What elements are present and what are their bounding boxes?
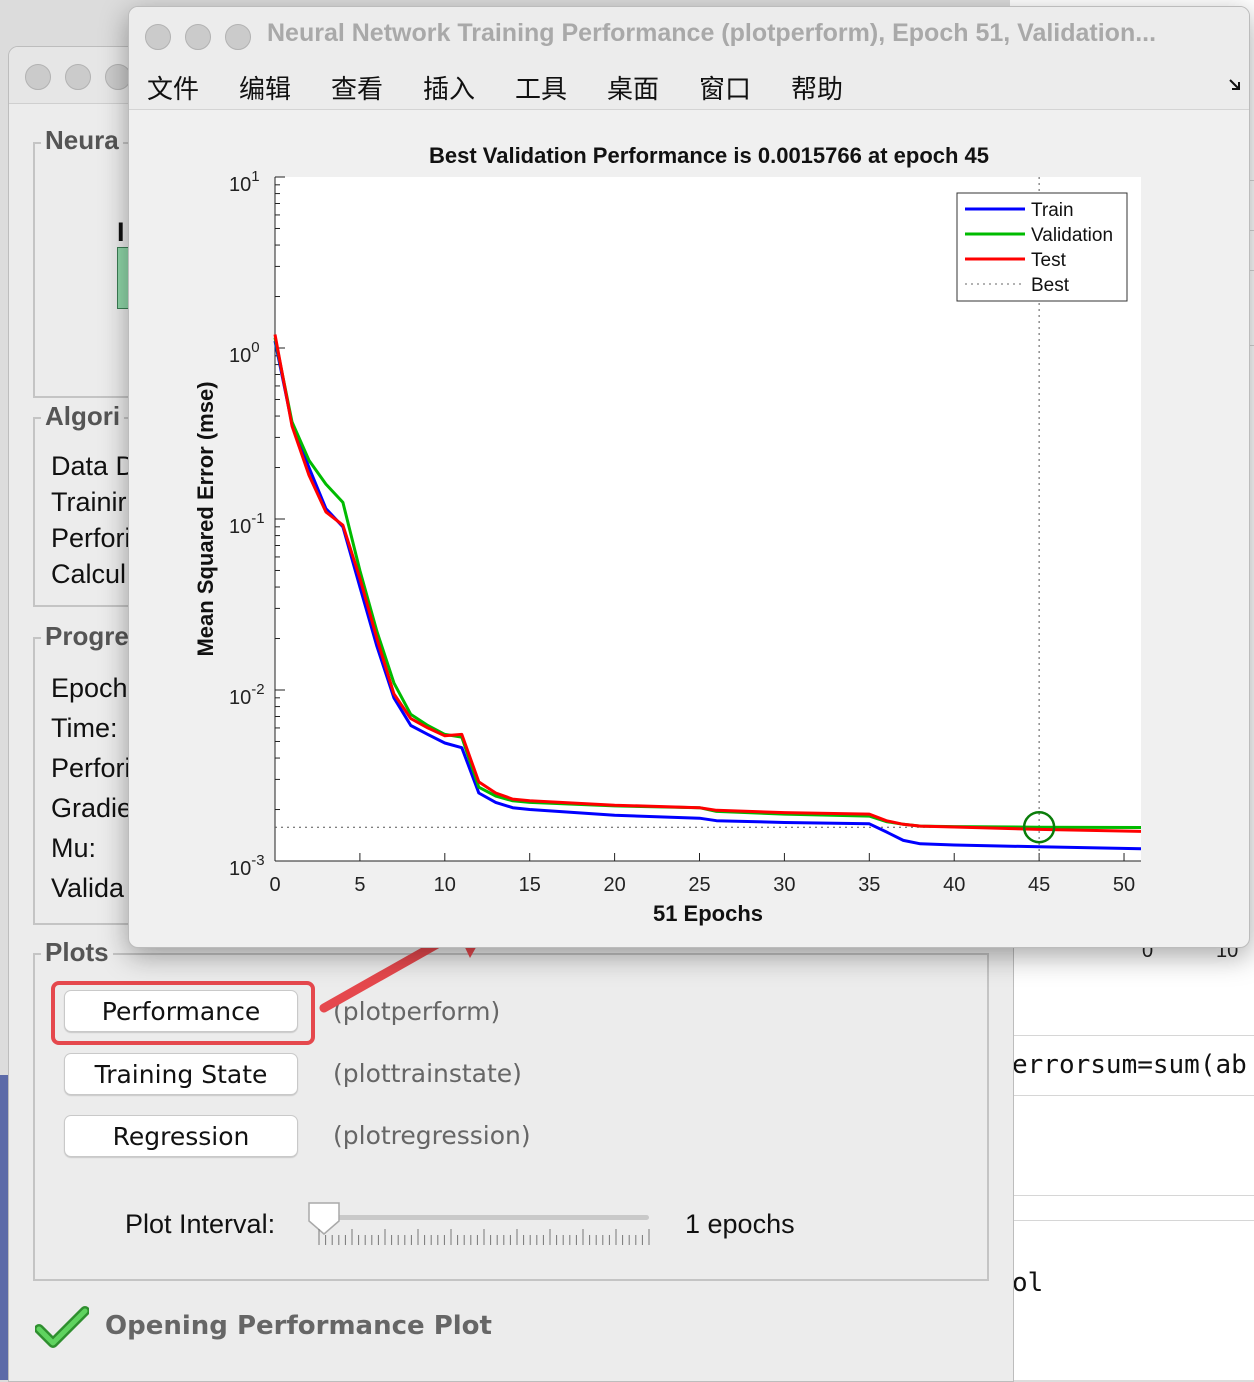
divider: [1010, 1095, 1254, 1096]
progress-row-epoch: Epoch: [51, 673, 128, 703]
x-tick-label: 45: [1028, 874, 1050, 896]
x-tick-label: 0: [269, 874, 280, 896]
algorithm-row-data-division: Data D: [51, 451, 136, 481]
y-tick-label: 10-2: [229, 681, 265, 709]
code-line[interactable]: ol: [1012, 1268, 1044, 1298]
regression-fn-label: (plotregression): [333, 1121, 531, 1150]
menu-help[interactable]: 帮助: [791, 75, 844, 105]
algorithm-row-training: Trainir: [51, 487, 127, 517]
divider: [1010, 1035, 1254, 1036]
y-tick-label: 100: [229, 339, 260, 367]
highlight-annotation-box: [51, 981, 315, 1045]
best-point-marker: [1022, 810, 1056, 844]
legend-label: Best: [1031, 275, 1070, 296]
x-tick-label: 30: [773, 874, 795, 896]
plot-interval-ticks: [318, 1229, 650, 1245]
close-window-button[interactable]: [145, 24, 171, 50]
zoom-window-button[interactable]: [225, 24, 251, 50]
minimize-window-button[interactable]: [65, 64, 91, 90]
algorithm-row-calculations: Calcul: [51, 559, 127, 589]
y-tick-label: 10-1: [229, 510, 265, 538]
menu-window[interactable]: 窗口: [699, 75, 752, 105]
figure-menubar: 文件 编辑 查看 插入 工具 桌面 窗口 帮助: [129, 63, 1249, 110]
progress-row-performance: Perfori: [51, 753, 131, 783]
status-message: Opening Performance Plot: [105, 1311, 492, 1341]
group-title-progress: Progre: [41, 621, 133, 652]
progress-row-time: Time:: [51, 713, 118, 743]
chart-title: Best Validation Performance is 0.0015766…: [429, 143, 989, 168]
x-tick-label: 15: [519, 874, 541, 896]
x-tick-label: 40: [943, 874, 965, 896]
divider: [1010, 1195, 1254, 1196]
group-title-network: Neura: [41, 125, 123, 156]
menu-insert[interactable]: 插入: [423, 75, 476, 105]
x-axis-label: 51 Epochs: [653, 901, 763, 926]
menu-desktop[interactable]: 桌面: [607, 75, 660, 105]
progress-row-validation: Valida: [51, 873, 125, 903]
plots-group: [33, 953, 989, 1281]
regression-plot-button[interactable]: Regression: [64, 1115, 298, 1157]
y-axis-label: Mean Squared Error (mse): [193, 381, 218, 656]
group-title-algorithms: Algori: [41, 401, 125, 432]
plot-interval-slider-thumb[interactable]: [307, 1201, 343, 1237]
series-line-test: [273, 334, 1142, 833]
menu-view[interactable]: 查看: [331, 75, 384, 105]
x-tick-label: 10: [434, 874, 456, 896]
series-group: [273, 334, 1142, 851]
zoom-window-button[interactable]: [105, 64, 131, 90]
plot-interval-slider-track[interactable]: [309, 1215, 649, 1220]
figure-title: Neural Network Training Performance (plo…: [267, 19, 1157, 47]
check-icon: [35, 1306, 89, 1348]
divider: [1010, 1220, 1254, 1221]
menu-file[interactable]: 文件: [147, 75, 200, 105]
training-state-fn-label: (plottrainstate): [333, 1059, 522, 1088]
close-window-button[interactable]: [25, 64, 51, 90]
performance-fn-label: (plotperform): [333, 997, 501, 1026]
legend-label: Validation: [1031, 225, 1113, 246]
x-tick-label: 20: [603, 874, 625, 896]
plot-interval-value: 1 epochs: [685, 1209, 795, 1239]
x-tick-label: 50: [1113, 874, 1135, 896]
x-tick-label: 5: [354, 874, 365, 896]
legend-label: Train: [1031, 200, 1074, 221]
dock-arrow-icon[interactable]: [1227, 77, 1243, 93]
plot-interval-label: Plot Interval:: [125, 1209, 276, 1239]
legend: Train Validation Test Best: [956, 192, 1128, 302]
bg-axis-tick: 0: [1142, 940, 1154, 962]
code-line[interactable]: errorsum=sum(ab: [1012, 1050, 1247, 1080]
performance-figure-window: Neural Network Training Performance (plo…: [128, 6, 1250, 948]
performance-chart: Best Validation Performance is 0.0015766…: [193, 143, 1142, 926]
progress-row-gradient: Gradie: [51, 793, 133, 823]
x-tick-label: 25: [688, 874, 710, 896]
menu-edit[interactable]: 编辑: [239, 75, 292, 105]
background-window-edge: [0, 1075, 10, 1380]
training-state-plot-button[interactable]: Training State: [64, 1053, 298, 1095]
algorithm-row-performance: Perfori: [51, 523, 131, 553]
minimize-window-button[interactable]: [185, 24, 211, 50]
group-title-plots: Plots: [41, 937, 113, 968]
network-diagram-label: I: [117, 217, 125, 247]
progress-row-mu: Mu:: [51, 833, 97, 863]
y-tick-label: 10-3: [229, 852, 265, 880]
x-tick-label: 35: [858, 874, 880, 896]
y-tick-label: 101: [229, 168, 260, 196]
legend-label: Test: [1031, 250, 1067, 271]
legend-box: [956, 192, 1128, 302]
menu-tools[interactable]: 工具: [515, 75, 568, 105]
figure-titlebar: Neural Network Training Performance (plo…: [129, 7, 1249, 63]
performance-plot-button[interactable]: Performance: [64, 990, 298, 1032]
